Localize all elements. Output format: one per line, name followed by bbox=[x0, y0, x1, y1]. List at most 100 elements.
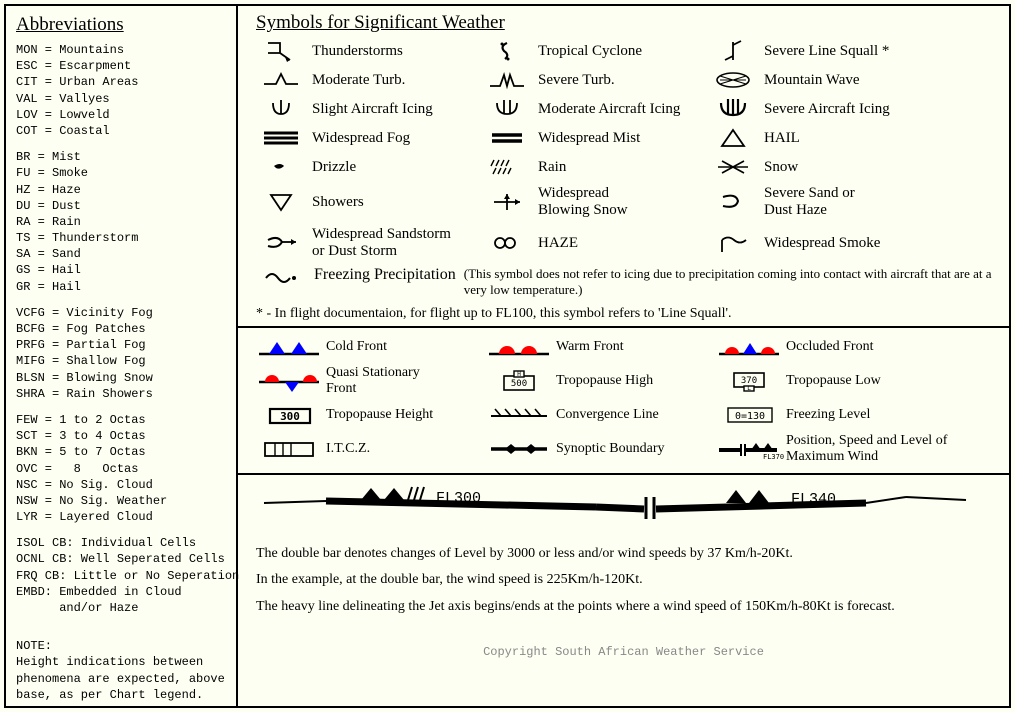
front-label: Cold Front bbox=[326, 339, 486, 355]
freezelevel-icon: 0=130 bbox=[716, 404, 782, 426]
synoptic-icon bbox=[486, 438, 552, 460]
trop-l-icon: L370 bbox=[716, 370, 782, 392]
front-label: Quasi Stationary Front bbox=[326, 365, 486, 397]
abbrev-title: Abbreviations bbox=[16, 14, 226, 36]
abbrev-block-1: MON = Mountains ESC = Escarpment CIT = U… bbox=[16, 42, 226, 139]
symbol-label: Snow bbox=[764, 159, 974, 176]
front-label: Tropopause High bbox=[556, 373, 716, 389]
symbol-label: Widespread Smoke bbox=[764, 235, 974, 252]
right-panel: Symbols for Significant Weather Thunders… bbox=[238, 6, 1009, 706]
symbol-label: Severe Aircraft Icing bbox=[764, 101, 974, 118]
symbol-label: Showers bbox=[312, 194, 482, 211]
symbols-panel: Symbols for Significant Weather Thunders… bbox=[238, 6, 1009, 328]
abbrev-block-5: ISOL CB: Individual Cells OCNL CB: Well … bbox=[16, 535, 226, 616]
symbol-label: Widespread Sandstorm or Dust Storm bbox=[312, 226, 482, 260]
mtnwave-icon bbox=[708, 69, 758, 91]
svg-text:370: 370 bbox=[741, 376, 757, 386]
jet-fl-right: FL340 bbox=[791, 491, 836, 508]
svg-text:500: 500 bbox=[511, 379, 527, 389]
symbol-label: Severe Turb. bbox=[538, 72, 708, 89]
note-label: NOTE: bbox=[16, 638, 226, 654]
symbol-label: Mountain Wave bbox=[764, 72, 974, 89]
front-label: Convergence Line bbox=[556, 407, 716, 423]
rain-icon bbox=[482, 156, 532, 178]
itcz-icon bbox=[256, 438, 322, 460]
maxwind-icon: FL370 bbox=[716, 438, 782, 460]
symbol-label: Moderate Aircraft Icing bbox=[538, 101, 708, 118]
jet-explain-1: The double bar denotes changes of Level … bbox=[256, 544, 991, 564]
legend-container: Abbreviations MON = Mountains ESC = Esca… bbox=[4, 4, 1011, 708]
symbol-label: Slight Aircraft Icing bbox=[312, 101, 482, 118]
showers-icon bbox=[256, 191, 306, 213]
icing3-icon bbox=[708, 98, 758, 120]
freezing-label: Freezing Precipitation bbox=[314, 266, 456, 284]
freezing-icon bbox=[256, 266, 306, 288]
freezing-row: Freezing Precipitation (This symbol does… bbox=[256, 266, 997, 298]
symbol-label: Tropical Cyclone bbox=[538, 43, 708, 60]
symbol-label: Rain bbox=[538, 159, 708, 176]
convergence-icon bbox=[486, 404, 552, 426]
symbol-label: HAIL bbox=[764, 130, 974, 147]
freezing-annot: (This symbol does not refer to icing due… bbox=[464, 266, 997, 298]
sevturb-icon bbox=[482, 69, 532, 91]
symbol-label: Widespread Fog bbox=[312, 130, 482, 147]
blowsnow-icon bbox=[482, 191, 532, 213]
jet-explain-2: In the example, at the double bar, the w… bbox=[256, 570, 991, 590]
jet-explain-3: The heavy line delineating the Jet axis … bbox=[256, 597, 991, 617]
abbrev-block-4: FEW = 1 to 2 Octas SCT = 3 to 4 Octas BK… bbox=[16, 412, 226, 525]
jet-panel: FL300 FL340 The double bar denotes chang… bbox=[238, 475, 1009, 706]
thunderstorm-icon bbox=[256, 40, 306, 62]
snow-icon bbox=[708, 156, 758, 178]
symbol-label: Severe Sand or Dust Haze bbox=[764, 185, 974, 219]
front-label: Freezing Level bbox=[786, 407, 986, 423]
mist-icon bbox=[482, 127, 532, 149]
symbol-label: Severe Line Squall * bbox=[764, 43, 974, 60]
fog-icon bbox=[256, 127, 306, 149]
front-label: Tropopause Low bbox=[786, 373, 986, 389]
abbrev-block-3: VCFG = Vicinity Fog BCFG = Fog Patches P… bbox=[16, 305, 226, 402]
svg-text:H: H bbox=[517, 371, 521, 378]
front-label: Warm Front bbox=[556, 339, 716, 355]
sanddust-icon bbox=[708, 191, 758, 213]
cyclone-icon bbox=[482, 40, 532, 62]
symbols-grid: Thunderstorms Tropical Cyclone Severe Line… bbox=[256, 40, 997, 260]
linesquall-icon bbox=[708, 40, 758, 62]
abbrev-block-2: BR = Mist FU = Smoke HZ = Haze DU = Dust… bbox=[16, 149, 226, 295]
symbol-label: Widespread Blowing Snow bbox=[538, 185, 708, 219]
hail-icon bbox=[708, 127, 758, 149]
fronts-panel: Cold Front Warm Front Occluded Front Quasi … bbox=[238, 328, 1009, 475]
fronts-grid: Cold Front Warm Front Occluded Front Quasi … bbox=[256, 336, 997, 465]
drizzle-icon bbox=[256, 156, 306, 178]
symbol-label: Widespread Mist bbox=[538, 130, 708, 147]
svg-text:L: L bbox=[747, 385, 751, 392]
jet-fl-left: FL300 bbox=[436, 490, 481, 507]
icing2-icon bbox=[482, 98, 532, 120]
svg-text:300: 300 bbox=[280, 410, 300, 423]
svg-text:FL370: FL370 bbox=[763, 453, 784, 461]
symbol-label: Moderate Turb. bbox=[312, 72, 482, 89]
cold-icon bbox=[256, 336, 322, 358]
symbol-label: Drizzle bbox=[312, 159, 482, 176]
symbols-title: Symbols for Significant Weather bbox=[256, 12, 997, 34]
trop-h-icon: H500 bbox=[486, 370, 552, 392]
jet-diagram: FL300 FL340 bbox=[256, 483, 976, 533]
quasi-icon bbox=[256, 370, 322, 392]
front-label: Position, Speed and Level of Maximum Win… bbox=[786, 433, 986, 465]
warm-icon bbox=[486, 336, 552, 358]
front-label: Synoptic Boundary bbox=[556, 441, 716, 457]
occluded-icon bbox=[716, 336, 782, 358]
copyright: Copyright South African Weather Service bbox=[256, 645, 991, 659]
svg-text:0=130: 0=130 bbox=[735, 411, 765, 422]
front-label: Tropopause Height bbox=[326, 407, 486, 423]
haze-icon bbox=[482, 232, 532, 254]
symbol-label: HAZE bbox=[538, 235, 708, 252]
icing1-icon bbox=[256, 98, 306, 120]
modturb-icon bbox=[256, 69, 306, 91]
front-label: I.T.C.Z. bbox=[326, 441, 486, 457]
note-text: Height indications between phenomena are… bbox=[16, 654, 226, 703]
front-label: Occluded Front bbox=[786, 339, 986, 355]
line-squall-footnote: * - In flight documentaion, for flight u… bbox=[256, 306, 997, 322]
abbreviations-panel: Abbreviations MON = Mountains ESC = Esca… bbox=[6, 6, 238, 706]
sandstorm-icon bbox=[256, 232, 306, 254]
symbol-label: Thunderstorms bbox=[312, 43, 482, 60]
